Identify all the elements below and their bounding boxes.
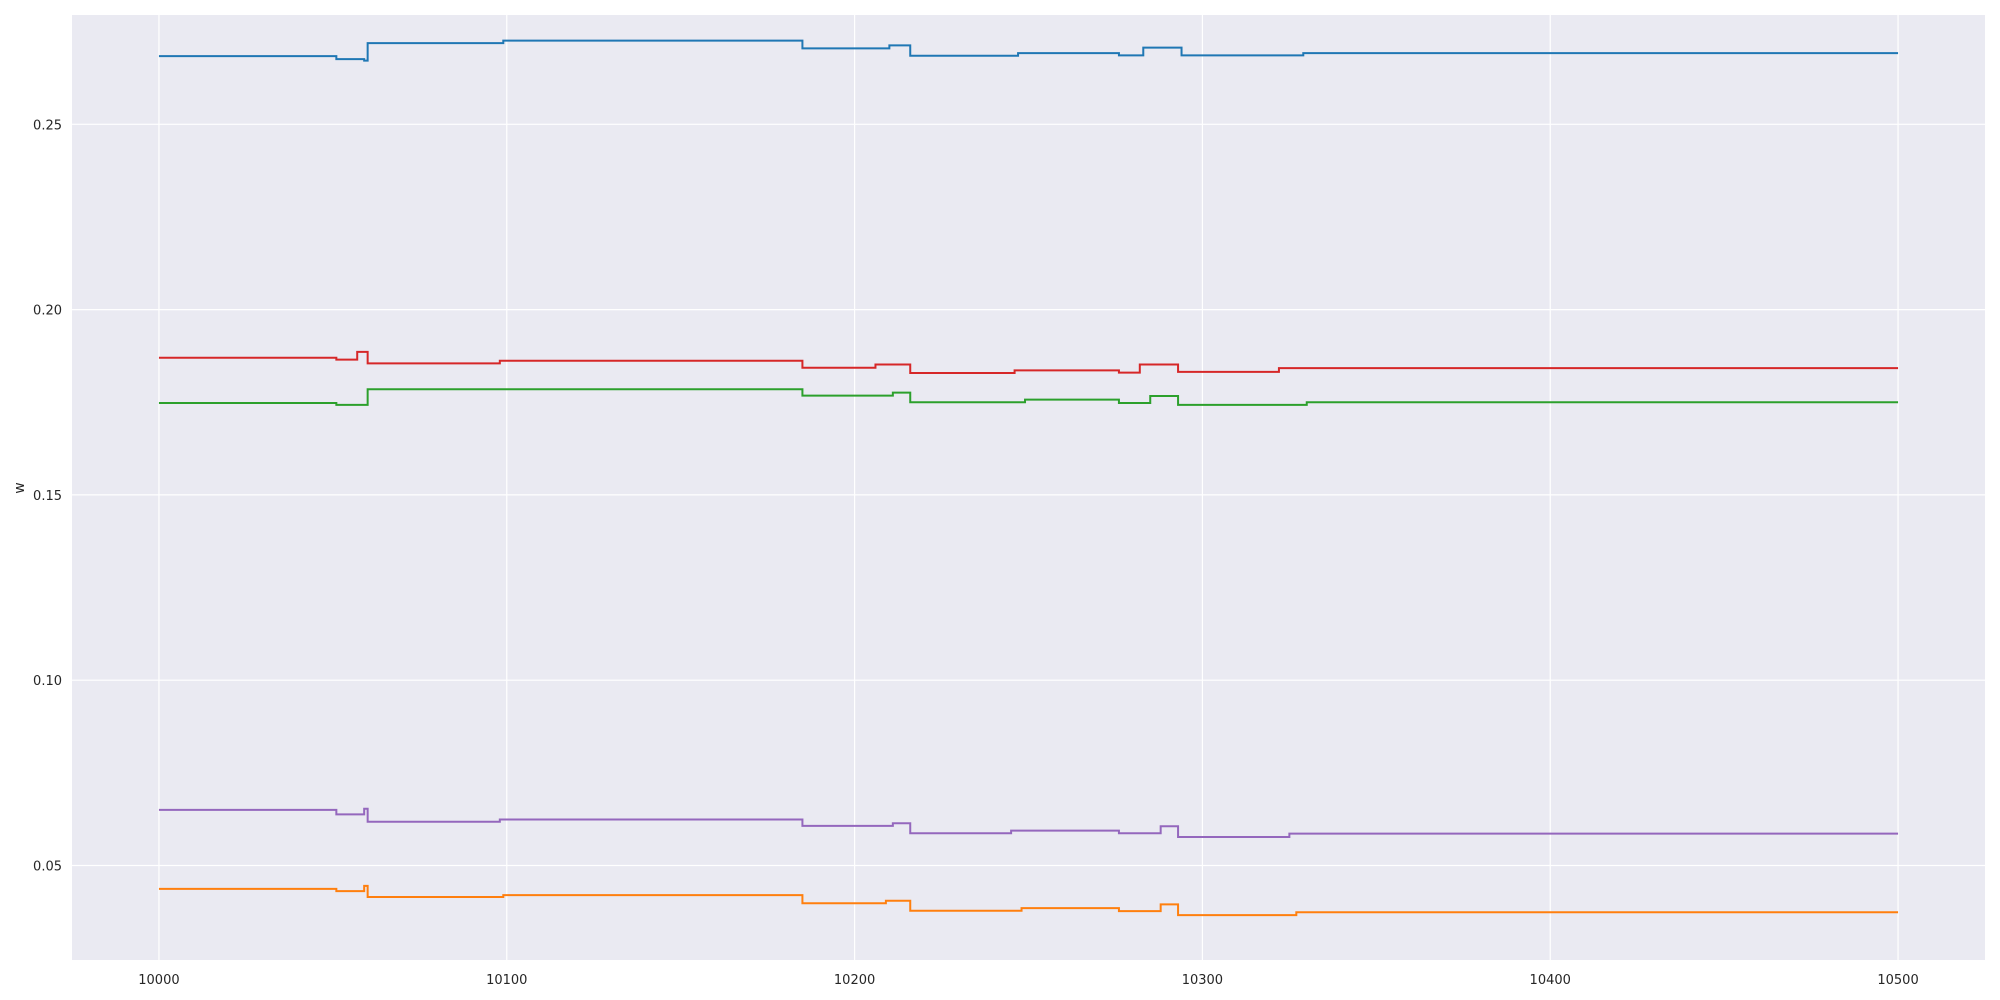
series-line-1 xyxy=(158,39,1899,62)
series-layer xyxy=(158,39,1899,917)
series-line-5 xyxy=(158,884,1899,917)
x-tick-label: 10100 xyxy=(486,973,527,988)
y-tick-label: 0.25 xyxy=(33,118,62,133)
gridlines xyxy=(72,15,1985,960)
series-line-2 xyxy=(158,350,1899,374)
y-tick-label: 0.20 xyxy=(33,304,62,319)
plot-area xyxy=(72,15,1985,960)
x-tick-label: 10200 xyxy=(834,973,875,988)
series-line-3 xyxy=(158,388,1899,406)
y-axis-label: w xyxy=(12,482,28,493)
x-tick-label: 10400 xyxy=(1530,973,1571,988)
y-tick-label: 0.05 xyxy=(33,860,62,875)
y-tick-label: 0.10 xyxy=(33,674,62,689)
y-tick-label: 0.15 xyxy=(33,489,62,504)
x-tick-labels: 10000 10100 10200 10300 10400 10500 xyxy=(138,973,1918,988)
y-tick-labels: 0.05 0.10 0.15 0.20 0.25 xyxy=(33,118,62,874)
x-tick-label: 10300 xyxy=(1182,973,1223,988)
x-tick-label: 10000 xyxy=(138,973,179,988)
series-line-4 xyxy=(158,807,1899,838)
x-tick-label: 10500 xyxy=(1877,973,1918,988)
